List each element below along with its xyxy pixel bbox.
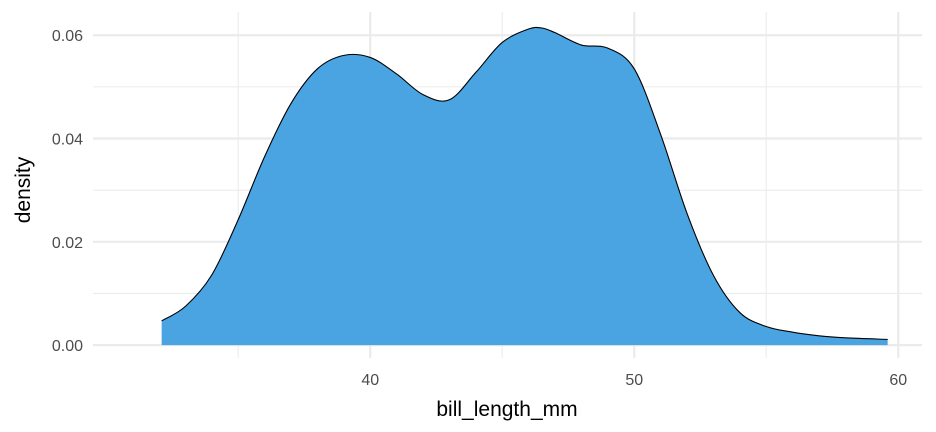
density-area <box>161 27 888 346</box>
y-tick-label: 0.04 <box>52 132 83 149</box>
y-tick-labels: 0.00 0.02 0.04 0.06 <box>52 28 83 355</box>
y-axis-title: density <box>12 156 35 223</box>
y-tick-label: 0.06 <box>52 28 83 45</box>
y-tick-label: 0.02 <box>52 235 83 252</box>
y-tick-label: 0.00 <box>52 338 83 355</box>
density-outline <box>161 26 888 340</box>
x-tick-labels: 40 50 60 <box>361 372 907 389</box>
plot-area <box>161 26 888 346</box>
x-tick-label: 50 <box>625 372 643 389</box>
x-tick-label: 60 <box>889 372 907 389</box>
x-axis-title: bill_length_mm <box>436 398 577 421</box>
x-tick-label: 40 <box>361 372 379 389</box>
